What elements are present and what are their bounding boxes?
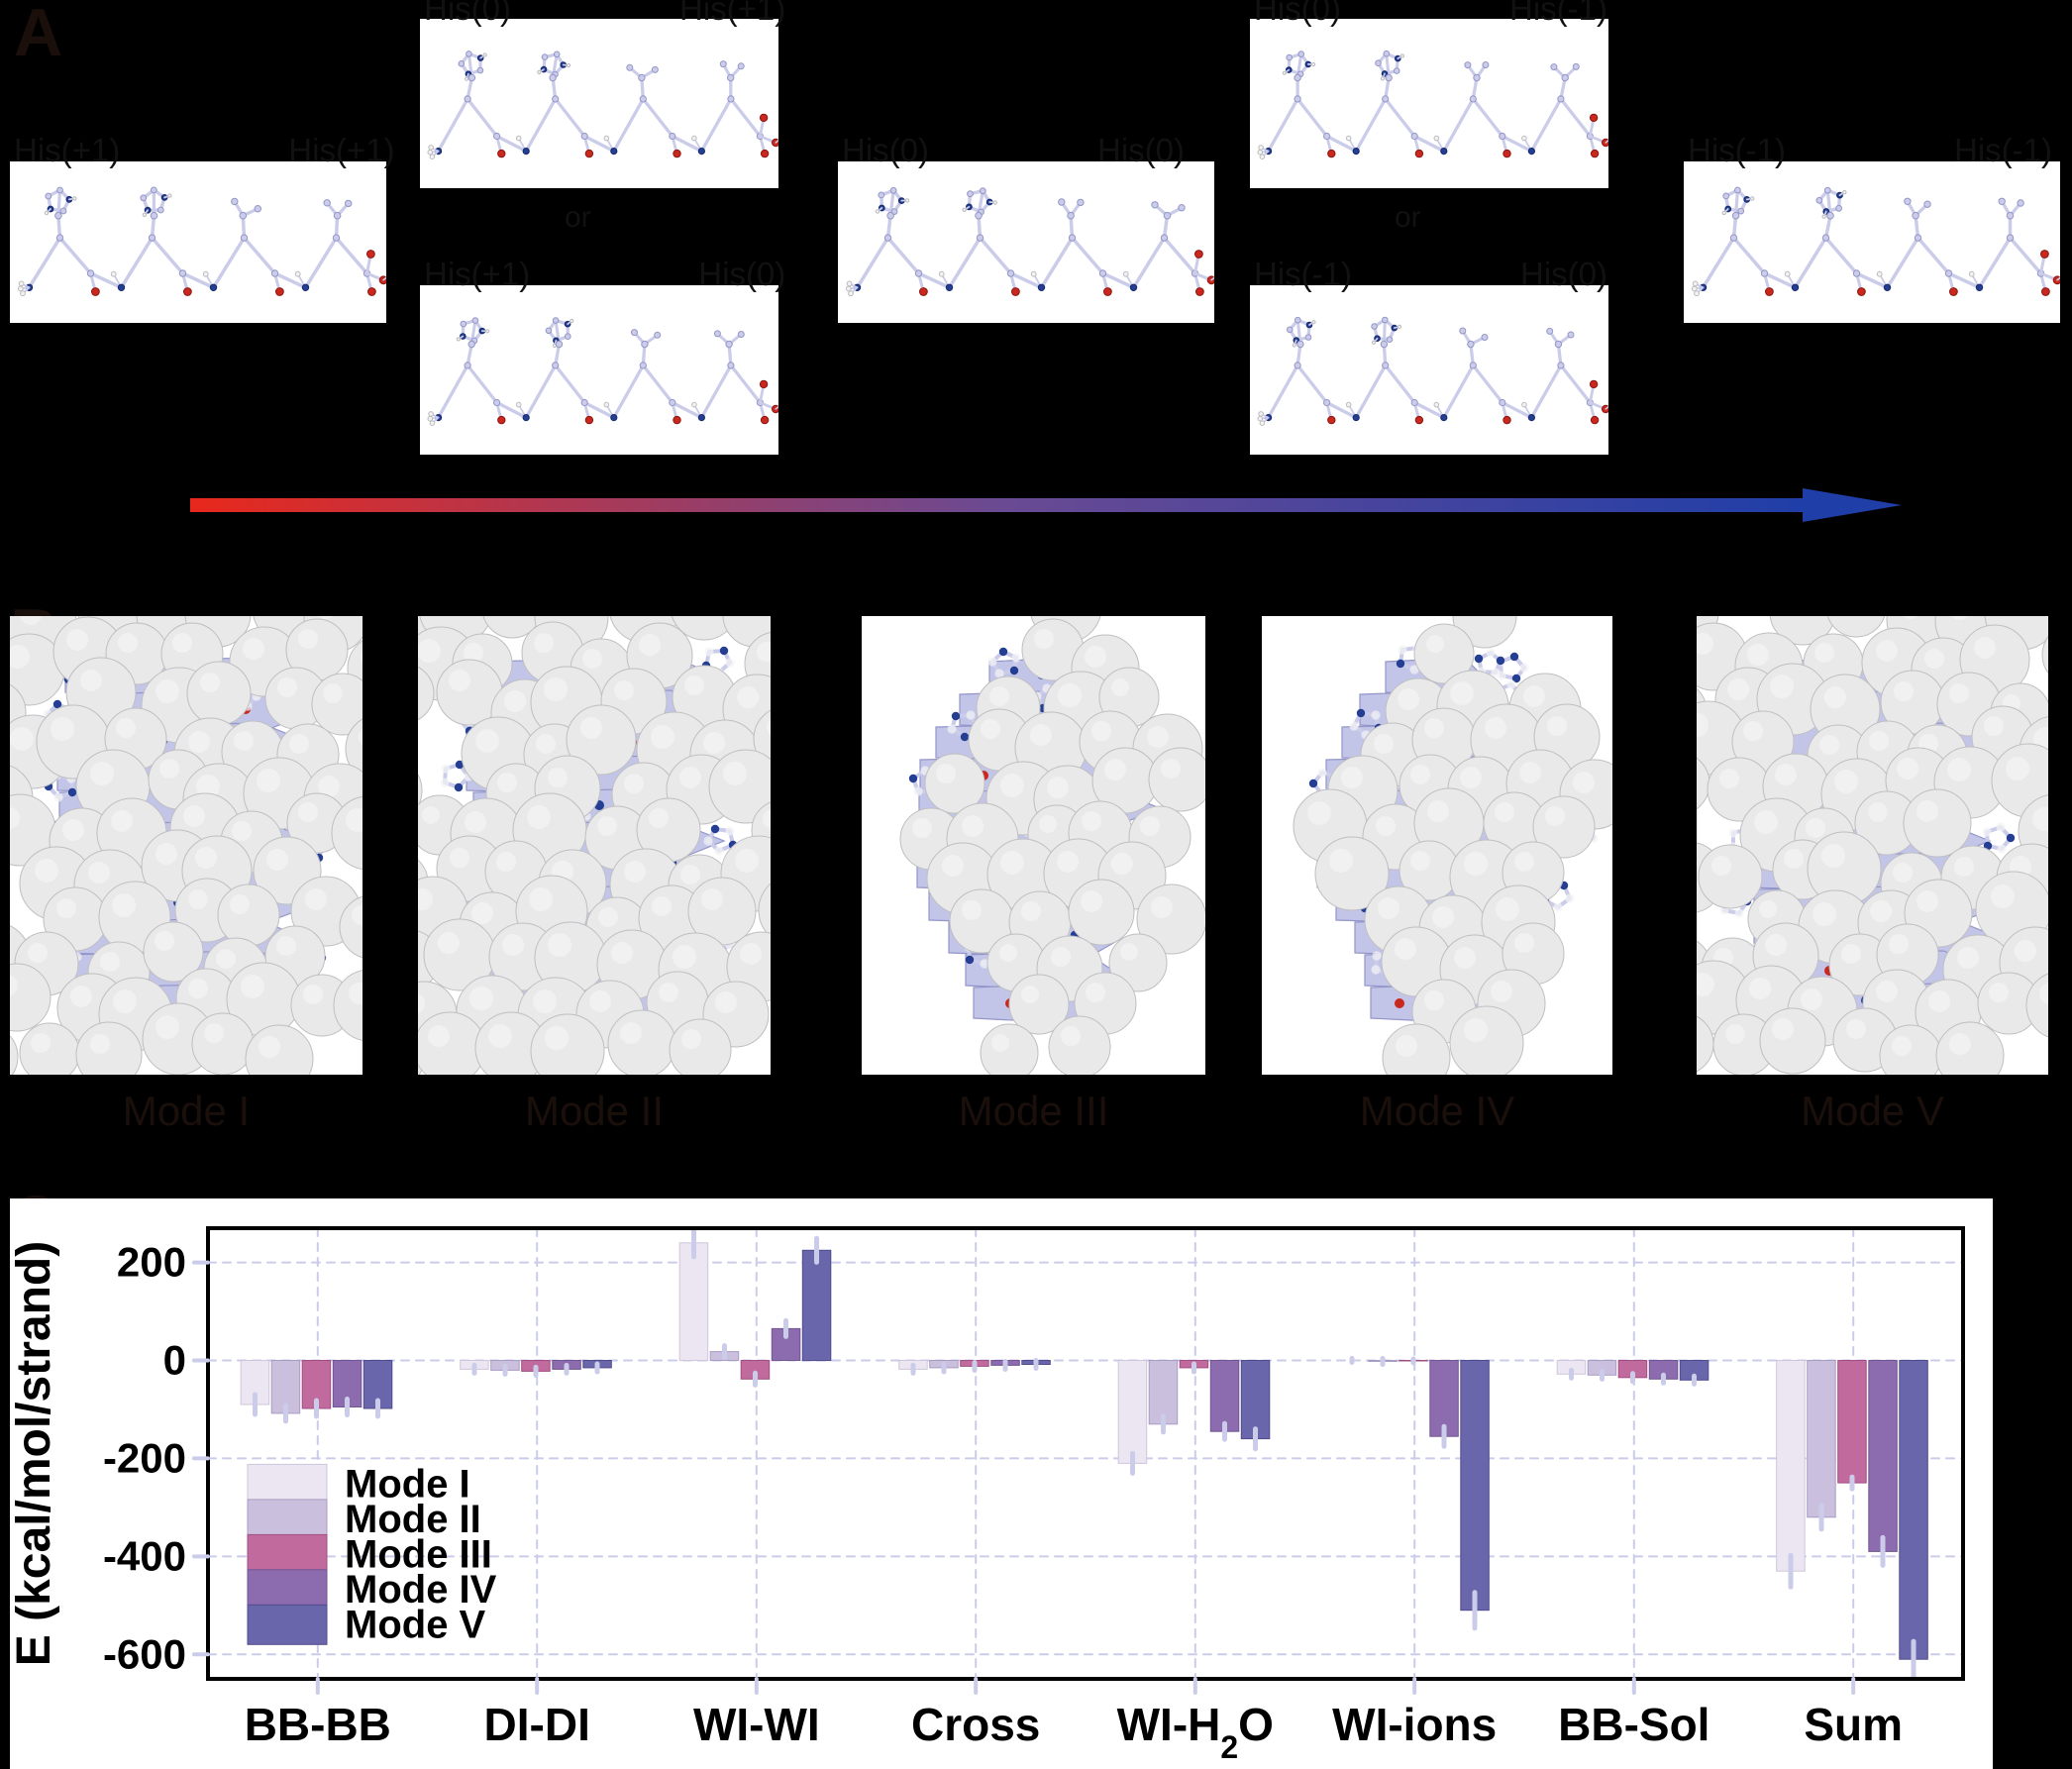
svg-text:WI-ions: WI-ions [1332, 1699, 1497, 1750]
svg-text:-600: -600 [103, 1630, 186, 1677]
svg-text:-400: -400 [103, 1532, 186, 1579]
svg-text:DI-DI: DI-DI [484, 1699, 590, 1750]
svg-text:BB-BB: BB-BB [245, 1699, 391, 1750]
svg-text:0: 0 [163, 1337, 186, 1384]
svg-text:-200: -200 [103, 1434, 186, 1481]
svg-text:Cross: Cross [911, 1699, 1040, 1750]
svg-text:Mode V: Mode V [345, 1603, 486, 1646]
svg-text:E (kcal/mol/strand): E (kcal/mol/strand) [10, 1241, 60, 1666]
svg-text:200: 200 [117, 1239, 186, 1286]
svg-text:BB-Sol: BB-Sol [1558, 1699, 1709, 1750]
svg-text:Sum: Sum [1804, 1699, 1903, 1750]
svg-text:WI-WI: WI-WI [693, 1699, 820, 1750]
